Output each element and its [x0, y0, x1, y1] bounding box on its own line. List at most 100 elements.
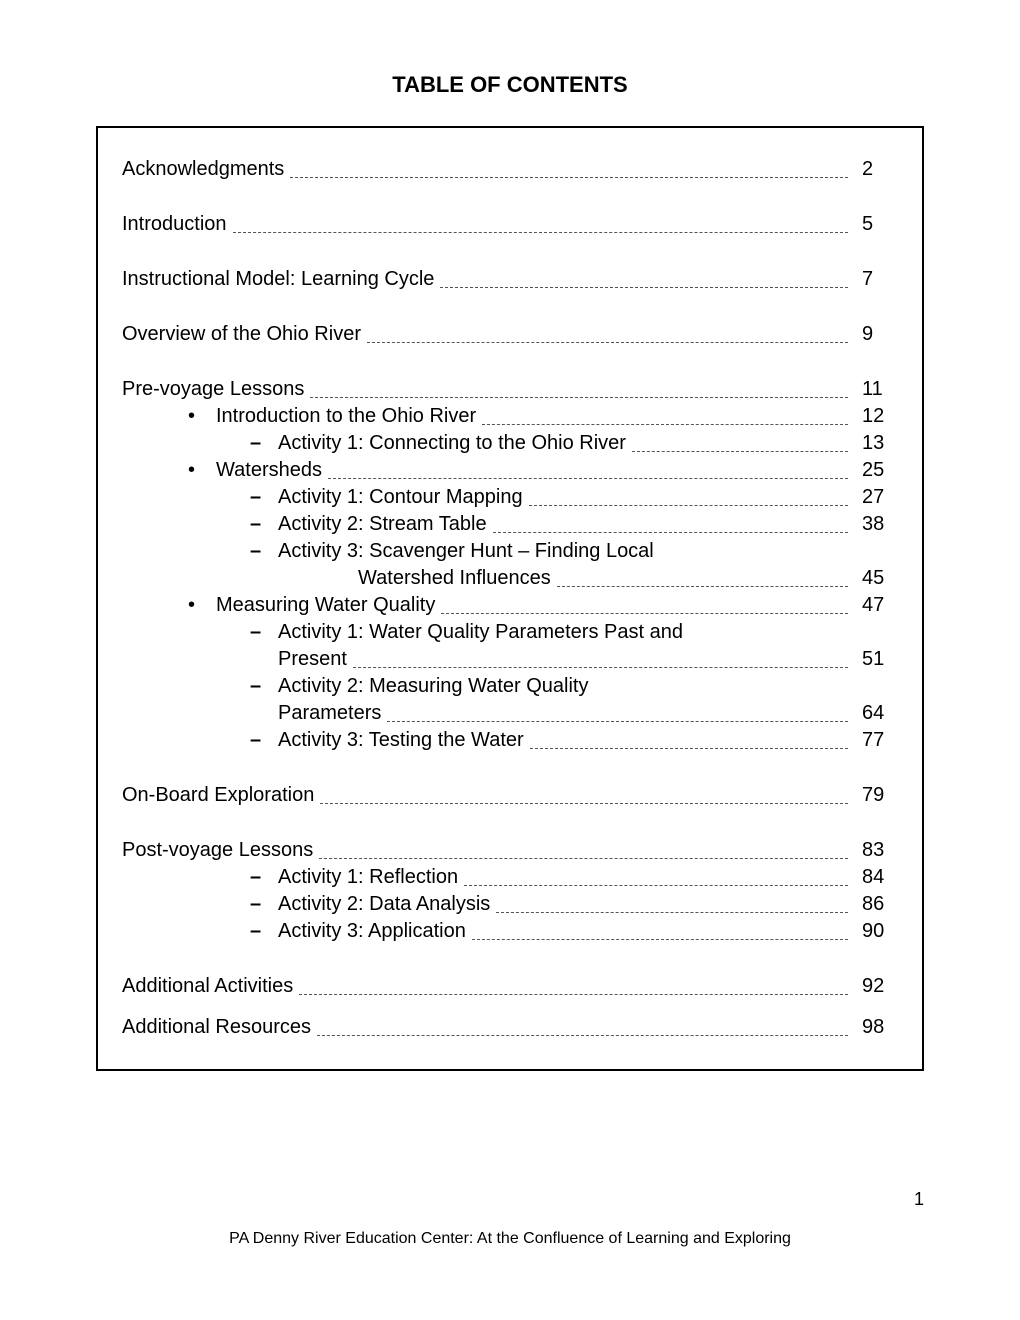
leader: [632, 451, 848, 452]
toc-label: Activity 3: Scavenger Hunt – Finding Loc…: [278, 538, 654, 565]
toc-label: Post-voyage Lessons: [122, 837, 313, 864]
toc-label: Activity 3: Testing the Water: [278, 727, 524, 754]
leader: [319, 858, 848, 859]
dash-icon: –: [250, 538, 278, 565]
leader: [328, 478, 848, 479]
leader: [557, 586, 848, 587]
toc-label: Parameters: [278, 700, 381, 727]
toc-entry-intro-activity1: – Activity 1: Connecting to the Ohio Riv…: [122, 430, 898, 457]
toc-label: Activity 1: Contour Mapping: [278, 484, 523, 511]
leader: [367, 342, 848, 343]
dash-icon: –: [250, 619, 278, 646]
toc-page: 25: [852, 457, 898, 484]
leader: [387, 721, 848, 722]
leader: [317, 1035, 848, 1036]
leader: [482, 424, 848, 425]
toc-page: 5: [852, 211, 898, 238]
leader: [440, 287, 848, 288]
toc-entry-post-activity1: – Activity 1: Reflection 84: [122, 864, 898, 891]
toc-label: Activity 1: Water Quality Parameters Pas…: [278, 619, 683, 646]
leader: [233, 232, 848, 233]
page: TABLE OF CONTENTS Acknowledgments 2 Intr…: [0, 0, 1020, 1071]
leader: [320, 803, 848, 804]
toc-entry-mwq-activity1-line2: Present 51: [122, 646, 898, 673]
toc-entry-mwq-activity3: – Activity 3: Testing the Water 77: [122, 727, 898, 754]
toc-page: 12: [852, 403, 898, 430]
toc-page: 92: [852, 973, 898, 1000]
toc-entry-ws-activity3-line2: Watershed Influences 45: [122, 565, 898, 592]
leader: [530, 748, 848, 749]
dash-icon: –: [250, 918, 278, 945]
toc-page: 98: [852, 1014, 898, 1041]
toc-entry-additional-activities: Additional Activities 92: [122, 973, 898, 1000]
toc-label: Watershed Influences: [358, 565, 551, 592]
toc-label: Additional Activities: [122, 973, 293, 1000]
toc-page: 51: [852, 646, 898, 673]
toc-entry-mwq-activity1-line1: – Activity 1: Water Quality Parameters P…: [122, 619, 898, 646]
toc-label: Pre-voyage Lessons: [122, 376, 304, 403]
leader: [464, 885, 848, 886]
dash-icon: –: [250, 727, 278, 754]
leader: [493, 532, 848, 533]
toc-entry-acknowledgments: Acknowledgments 2: [122, 156, 898, 183]
toc-label: Activity 3: Application: [278, 918, 466, 945]
footer-text: PA Denny River Education Center: At the …: [0, 1230, 1020, 1248]
toc-page: 7: [852, 266, 898, 293]
toc-page: 11: [852, 376, 898, 403]
toc-label: Introduction to the Ohio River: [216, 403, 476, 430]
toc-label: Activity 2: Data Analysis: [278, 891, 490, 918]
bullet-icon: •: [188, 403, 216, 430]
toc-box: Acknowledgments 2 Introduction 5 Instruc…: [96, 126, 924, 1071]
leader: [353, 667, 848, 668]
dash-icon: –: [250, 864, 278, 891]
toc-label: Activity 2: Measuring Water Quality: [278, 673, 588, 700]
toc-label: Watersheds: [216, 457, 322, 484]
dash-icon: –: [250, 511, 278, 538]
toc-label: On-Board Exploration: [122, 782, 314, 809]
leader: [290, 177, 848, 178]
leader: [496, 912, 848, 913]
toc-page: 79: [852, 782, 898, 809]
leader: [299, 994, 848, 995]
toc-page: 90: [852, 918, 898, 945]
toc-label: Acknowledgments: [122, 156, 284, 183]
toc-label: Present: [278, 646, 347, 673]
toc-page: 83: [852, 837, 898, 864]
toc-entry-post-voyage: Post-voyage Lessons 83: [122, 837, 898, 864]
bullet-icon: •: [188, 592, 216, 619]
toc-entry-additional-resources: Additional Resources 98: [122, 1014, 898, 1041]
toc-entry-intro-ohio: • Introduction to the Ohio River 12: [122, 403, 898, 430]
leader: [441, 613, 848, 614]
toc-entry-overview: Overview of the Ohio River 9: [122, 321, 898, 348]
toc-entry-watersheds: • Watersheds 25: [122, 457, 898, 484]
toc-label: Activity 1: Connecting to the Ohio River: [278, 430, 626, 457]
toc-entry-mwq-activity2-line2: Parameters 64: [122, 700, 898, 727]
toc-label: Measuring Water Quality: [216, 592, 435, 619]
leader: [310, 397, 848, 398]
toc-entry-post-activity2: – Activity 2: Data Analysis 86: [122, 891, 898, 918]
dash-icon: –: [250, 430, 278, 457]
toc-label: Activity 2: Stream Table: [278, 511, 487, 538]
page-number: 1: [914, 1189, 924, 1210]
toc-page: 77: [852, 727, 898, 754]
toc-page: 2: [852, 156, 898, 183]
toc-entry-instructional-model: Instructional Model: Learning Cycle 7: [122, 266, 898, 293]
leader: [529, 505, 848, 506]
toc-entry-pre-voyage: Pre-voyage Lessons 11: [122, 376, 898, 403]
toc-page: 13: [852, 430, 898, 457]
leader: [472, 939, 848, 940]
dash-icon: –: [250, 673, 278, 700]
toc-label: Overview of the Ohio River: [122, 321, 361, 348]
toc-page: 47: [852, 592, 898, 619]
toc-page: 9: [852, 321, 898, 348]
toc-entry-mwq: • Measuring Water Quality 47: [122, 592, 898, 619]
dash-icon: –: [250, 484, 278, 511]
toc-label: Additional Resources: [122, 1014, 311, 1041]
toc-entry-onboard: On-Board Exploration 79: [122, 782, 898, 809]
toc-entry-introduction: Introduction 5: [122, 211, 898, 238]
toc-entry-post-activity3: – Activity 3: Application 90: [122, 918, 898, 945]
toc-page: 84: [852, 864, 898, 891]
toc-entry-ws-activity3-line1: – Activity 3: Scavenger Hunt – Finding L…: [122, 538, 898, 565]
toc-page: 45: [852, 565, 898, 592]
dash-icon: –: [250, 891, 278, 918]
